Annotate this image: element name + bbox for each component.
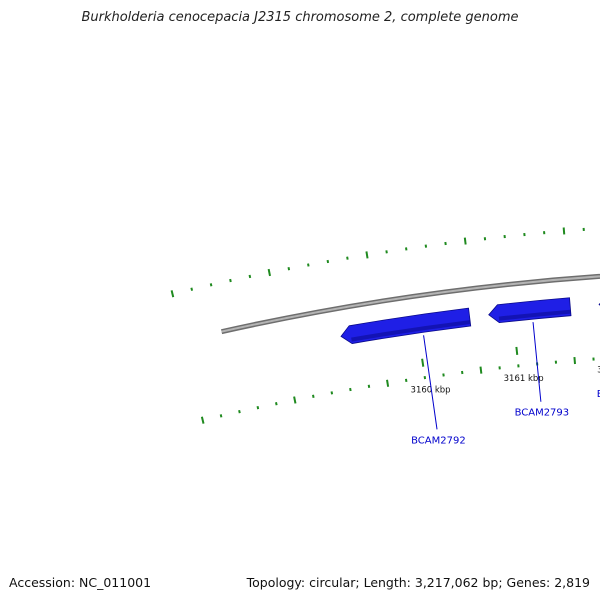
scale-tick-mark [422,359,423,367]
inner-gc-tick [332,391,333,394]
inner-gc-tick [221,414,222,417]
summary-text: Topology: circular; Length: 3,217,062 bp… [247,575,590,590]
outer-gc-tick [366,251,367,258]
outer-gc-tick [347,257,348,260]
inner-gc-tick [350,388,351,391]
gene-label-leader [424,335,437,429]
outer-gc-ticks [172,219,600,298]
outer-gc-tick [465,238,466,245]
outer-gc-tick [269,269,270,276]
map-title: Burkholderia cenocepacia J2315 chromosom… [0,10,600,25]
inner-gc-tick [239,410,240,413]
outer-gc-tick [289,267,290,270]
inner-gc-tick [258,406,259,409]
inner-gc-tick [276,402,277,405]
inner-gc-tick [313,395,314,398]
inner-gc-tick [294,397,295,404]
gene-label-leader [533,322,541,402]
scale-tick-label: 3161 kbp [504,374,544,384]
inner-gc-tick [202,417,204,424]
outer-gc-tick [564,227,565,234]
outer-gc-tick [211,283,212,286]
inner-gc-tick [481,367,482,374]
outer-gc-tick [328,260,329,263]
inner-gc-tick [387,380,388,387]
scale-tick-mark [516,347,517,355]
inner-gc-tick [574,357,575,364]
gene-label[interactable]: BCAM2793 [515,408,570,419]
accession-text: Accession: NC_011001 [9,575,151,590]
outer-gc-tick [191,288,192,291]
outer-gc-tick [172,290,174,297]
gene-label[interactable]: BCAM2792 [411,435,466,446]
gene-features [341,289,600,346]
outer-gc-tick [250,275,251,278]
outer-gc-tick [308,264,309,267]
outer-gc-tick [230,279,231,282]
